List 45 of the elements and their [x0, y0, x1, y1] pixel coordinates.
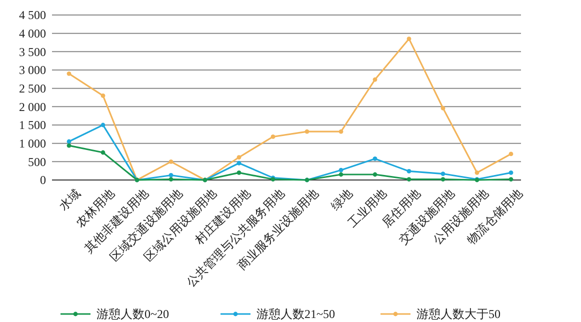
point — [338, 172, 344, 177]
point — [474, 170, 480, 175]
point — [236, 160, 242, 166]
point — [372, 156, 378, 161]
point — [440, 106, 446, 110]
point — [304, 129, 310, 134]
point — [168, 159, 174, 164]
point — [168, 177, 174, 182]
point — [100, 122, 106, 128]
point — [66, 139, 72, 144]
y-tick-label: 4 500 — [19, 8, 46, 22]
point — [338, 129, 344, 134]
point — [66, 143, 72, 148]
point — [440, 177, 446, 182]
point — [440, 172, 446, 176]
point — [168, 173, 174, 178]
point — [508, 170, 514, 175]
point — [100, 93, 106, 98]
y-tick-label: 3 500 — [19, 44, 46, 59]
point — [66, 71, 72, 76]
point — [270, 134, 276, 139]
legend-label: 游憩人数21~50 — [256, 307, 335, 322]
point — [372, 77, 378, 82]
x-tick-label: 绿地 — [328, 186, 356, 214]
y-tick-label: 3 000 — [19, 63, 46, 78]
point — [338, 168, 344, 172]
point — [100, 150, 106, 155]
y-tick-label: 2 500 — [19, 82, 46, 96]
y-tick-label: 1 500 — [19, 118, 46, 132]
y-tick-label: 500 — [28, 154, 46, 169]
y-tick-label: 0 — [40, 173, 46, 188]
point — [236, 155, 242, 160]
y-tick-label: 4 000 — [19, 26, 46, 41]
point — [508, 177, 514, 182]
point — [508, 152, 514, 156]
point — [372, 172, 378, 177]
point — [406, 177, 412, 182]
y-tick-label: 2 000 — [19, 100, 46, 114]
point — [406, 36, 412, 42]
y-tick-label: 1 000 — [19, 136, 46, 151]
point — [406, 169, 412, 174]
legend-label: 游憩人数大于50 — [416, 307, 500, 322]
legend-label: 游憩人数0~20 — [96, 307, 169, 322]
x-tick-label: 水域 — [56, 186, 84, 214]
point — [236, 170, 242, 175]
